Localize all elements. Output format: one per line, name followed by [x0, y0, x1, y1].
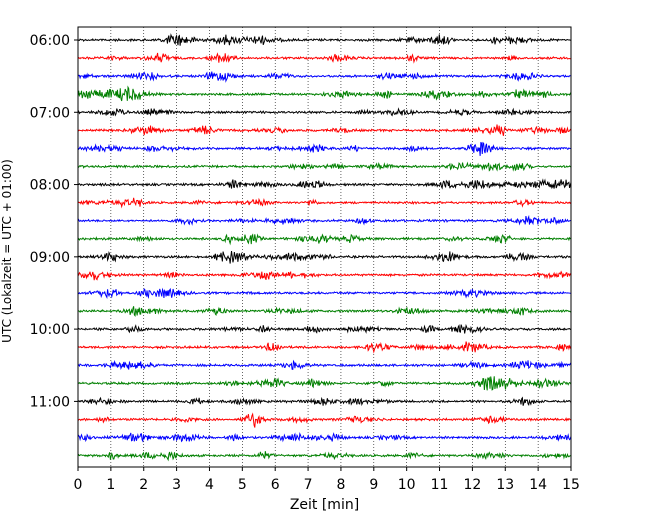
- x-tick-label: 6: [271, 477, 280, 493]
- x-tick-label: 9: [369, 477, 378, 493]
- trace-0945: [77, 306, 572, 317]
- trace-1145: [77, 451, 572, 462]
- x-tick-label: 7: [304, 477, 313, 493]
- y-tick-label: 07:00: [30, 105, 70, 121]
- y-tick-label: 06:00: [30, 33, 70, 49]
- x-tick-label: 15: [562, 477, 580, 493]
- trace-1100: [77, 396, 572, 407]
- seismic-traces: [77, 33, 572, 462]
- x-tick-label: 3: [172, 477, 181, 493]
- trace-1115: [77, 412, 572, 428]
- x-tick-label: 5: [238, 477, 247, 493]
- x-tick-label: 8: [336, 477, 345, 493]
- x-tick-label: 1: [106, 477, 115, 493]
- x-tick-label: 11: [431, 477, 449, 493]
- x-tick-label: 4: [205, 477, 214, 493]
- trace-0915: [77, 270, 572, 281]
- y-tick-label: 10:00: [30, 322, 70, 338]
- x-tick-label: 12: [463, 477, 481, 493]
- x-tick-label: 0: [74, 477, 83, 493]
- trace-0845: [77, 233, 572, 246]
- trace-0745: [77, 161, 572, 172]
- y-axis-label: UTC (Lokalzeit = UTC + 01:00): [0, 159, 14, 343]
- trace-0715: [77, 124, 572, 136]
- trace-0815: [77, 197, 572, 209]
- trace-1045: [77, 376, 572, 391]
- trace-0800: [77, 178, 572, 190]
- trace-0700: [77, 107, 572, 117]
- trace-0630: [77, 71, 572, 83]
- trace-1130: [77, 431, 572, 443]
- trace-0930: [77, 287, 572, 299]
- x-axis-ticks: 0 1 2 3 4 5 6 7 8 9 10 11 12 13 14 15: [74, 467, 580, 493]
- x-tick-label: 10: [398, 477, 416, 493]
- y-axis-ticks: 06:00 07:00 08:00 09:00 10:00 11:00: [30, 33, 78, 410]
- trace-1000: [77, 323, 572, 334]
- y-tick-label: 08:00: [30, 178, 70, 194]
- vertical-grid: [110, 27, 539, 467]
- x-axis-label: Zeit [min]: [290, 497, 359, 513]
- x-tick-label: 13: [496, 477, 514, 493]
- trace-0615: [77, 52, 572, 64]
- y-tick-label: 11:00: [30, 394, 70, 410]
- x-tick-label: 2: [139, 477, 148, 493]
- trace-0830: [77, 214, 572, 226]
- trace-0730: [77, 141, 572, 156]
- x-tick-label: 14: [529, 477, 547, 493]
- trace-0900: [77, 250, 572, 264]
- y-tick-label: 09:00: [30, 250, 70, 266]
- trace-1030: [77, 359, 572, 371]
- trace-1015: [77, 341, 572, 354]
- plot-frame: [77, 26, 572, 468]
- trace-0600: [77, 33, 572, 46]
- trace-0645: [77, 85, 572, 102]
